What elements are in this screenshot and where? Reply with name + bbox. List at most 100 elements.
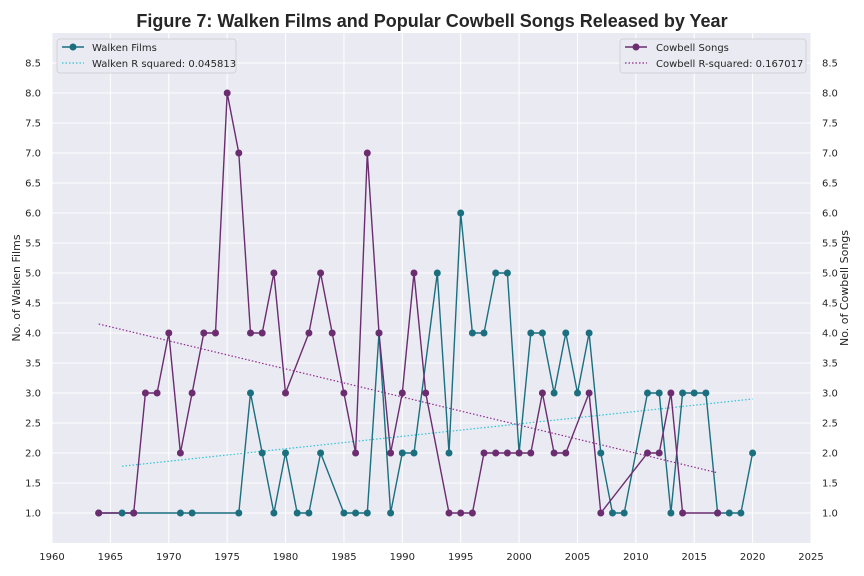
cowbell-point bbox=[538, 389, 546, 397]
right-y-tick-label: 1.5 bbox=[822, 479, 838, 490]
legend-left-box bbox=[56, 38, 237, 74]
x-tick-label: 1980 bbox=[273, 552, 298, 563]
walken-point bbox=[690, 389, 698, 397]
right-y-axis-label: No. of Cowbell Songs bbox=[838, 230, 851, 346]
walken-point bbox=[538, 329, 546, 337]
cowbell-point bbox=[398, 389, 406, 397]
cowbell-point bbox=[387, 449, 395, 457]
left-y-axis-label: No. of Walken Films bbox=[10, 234, 23, 341]
right-y-tick-label: 7.5 bbox=[822, 119, 838, 130]
walken-point bbox=[679, 389, 687, 397]
left-y-tick-label: 7.5 bbox=[25, 119, 41, 130]
cowbell-point bbox=[247, 329, 254, 337]
cowbell-point bbox=[95, 509, 103, 517]
cowbell-point bbox=[328, 329, 336, 337]
walken-point bbox=[235, 509, 243, 517]
walken-point bbox=[620, 509, 628, 517]
walken-point bbox=[574, 389, 581, 397]
legend-cowbell-trend-label: Cowbell R-squared: 0.167017 bbox=[656, 59, 803, 70]
x-axis-ticks: 1960 1965 1970 1975 1980 1985 1990 1995 2000 2005… bbox=[39, 552, 823, 563]
walken-point bbox=[340, 509, 348, 517]
left-y-tick-label: 6.5 bbox=[25, 179, 41, 190]
cowbell-point bbox=[550, 449, 558, 457]
walken-point bbox=[270, 509, 278, 517]
walken-point bbox=[492, 269, 500, 277]
walken-point bbox=[176, 509, 184, 517]
walken-point bbox=[609, 509, 616, 517]
left-y-tick-label: 2.0 bbox=[25, 449, 41, 460]
walken-point bbox=[667, 509, 675, 517]
cowbell-point bbox=[270, 269, 278, 277]
cowbell-point bbox=[317, 269, 325, 277]
walken-point bbox=[725, 509, 733, 517]
cowbell-point bbox=[515, 449, 523, 457]
walken-point bbox=[410, 449, 418, 457]
right-y-tick-label: 5.5 bbox=[822, 239, 838, 250]
x-tick-label: 1985 bbox=[331, 552, 356, 563]
walken-point bbox=[188, 509, 196, 517]
cowbell-point bbox=[141, 389, 149, 397]
right-y-tick-label: 8.5 bbox=[822, 59, 838, 70]
cowbell-point bbox=[503, 449, 511, 457]
walken-point bbox=[562, 329, 570, 337]
left-y-tick-label: 8.0 bbox=[25, 89, 41, 100]
walken-point bbox=[433, 269, 441, 277]
walken-point bbox=[445, 449, 453, 457]
cowbell-point bbox=[258, 329, 266, 337]
cowbell-point bbox=[644, 449, 651, 457]
walken-point bbox=[363, 509, 371, 517]
walken-point bbox=[293, 509, 301, 517]
cowbell-point bbox=[410, 269, 418, 277]
cowbell-point bbox=[282, 389, 289, 397]
legend-cowbell-label: Cowbell Songs bbox=[656, 43, 729, 54]
trendlines bbox=[98, 323, 753, 474]
x-tick-label: 1990 bbox=[390, 552, 415, 563]
x-tick-label: 1995 bbox=[448, 552, 473, 563]
walken-point bbox=[550, 389, 558, 397]
left-y-axis-ticks: 1.0 1.5 2.0 2.5 3.0 3.5 4.0 4.5 5.0 5.5 6.0 6.5 7.0 7… bbox=[25, 59, 41, 520]
walken-point bbox=[585, 329, 593, 337]
walken-point bbox=[282, 449, 289, 457]
walken-point bbox=[258, 449, 266, 457]
cowbell-point bbox=[714, 509, 722, 517]
cowbell-point bbox=[363, 149, 371, 157]
left-y-tick-label: 5.5 bbox=[25, 239, 41, 250]
left-y-tick-label: 8.5 bbox=[25, 59, 41, 70]
cowbell-point bbox=[200, 329, 208, 337]
x-tick-label: 1965 bbox=[98, 552, 123, 563]
walken-point bbox=[387, 509, 395, 517]
cowbell-point bbox=[468, 509, 476, 517]
left-y-tick-label: 1.0 bbox=[25, 509, 41, 520]
walken-point bbox=[503, 269, 511, 277]
left-y-tick-label: 3.5 bbox=[25, 359, 41, 370]
walken-point bbox=[644, 389, 651, 397]
cowbell-point bbox=[130, 509, 138, 517]
left-y-tick-label: 3.0 bbox=[25, 389, 41, 400]
left-y-tick-label: 1.5 bbox=[25, 479, 41, 490]
walken-point bbox=[398, 449, 406, 457]
left-y-tick-label: 4.5 bbox=[25, 299, 41, 310]
walken-point bbox=[247, 389, 254, 397]
legend-walken-marker bbox=[69, 43, 77, 51]
right-y-axis-ticks: 1.0 1.5 2.0 2.5 3.0 3.5 4.0 4.5 5.0 5.5 6.0 6.5 7.0 7… bbox=[822, 59, 838, 520]
walken-point bbox=[118, 509, 126, 517]
x-tick-label: 1970 bbox=[156, 552, 181, 563]
walken-point bbox=[352, 509, 360, 517]
right-y-tick-label: 3.0 bbox=[822, 389, 838, 400]
x-tick-label: 1960 bbox=[39, 552, 64, 563]
right-y-tick-label: 6.5 bbox=[822, 179, 838, 190]
plot-area bbox=[52, 33, 811, 543]
walken-point bbox=[527, 329, 535, 337]
walken-point bbox=[305, 509, 313, 517]
legend-cowbell-marker bbox=[632, 43, 640, 51]
cowbell-point bbox=[655, 449, 663, 457]
left-y-tick-label: 4.0 bbox=[25, 329, 41, 340]
x-tick-label: 2020 bbox=[740, 552, 765, 563]
legend-left: Walken Films Walken R squared: 0.045813 bbox=[56, 38, 237, 74]
right-y-tick-label: 2.5 bbox=[822, 419, 838, 430]
cowbell-point bbox=[212, 329, 219, 337]
right-y-tick-label: 7.0 bbox=[822, 149, 838, 160]
cowbell-point bbox=[422, 389, 430, 397]
cowbell-point bbox=[597, 509, 605, 517]
x-tick-label: 2010 bbox=[623, 552, 648, 563]
